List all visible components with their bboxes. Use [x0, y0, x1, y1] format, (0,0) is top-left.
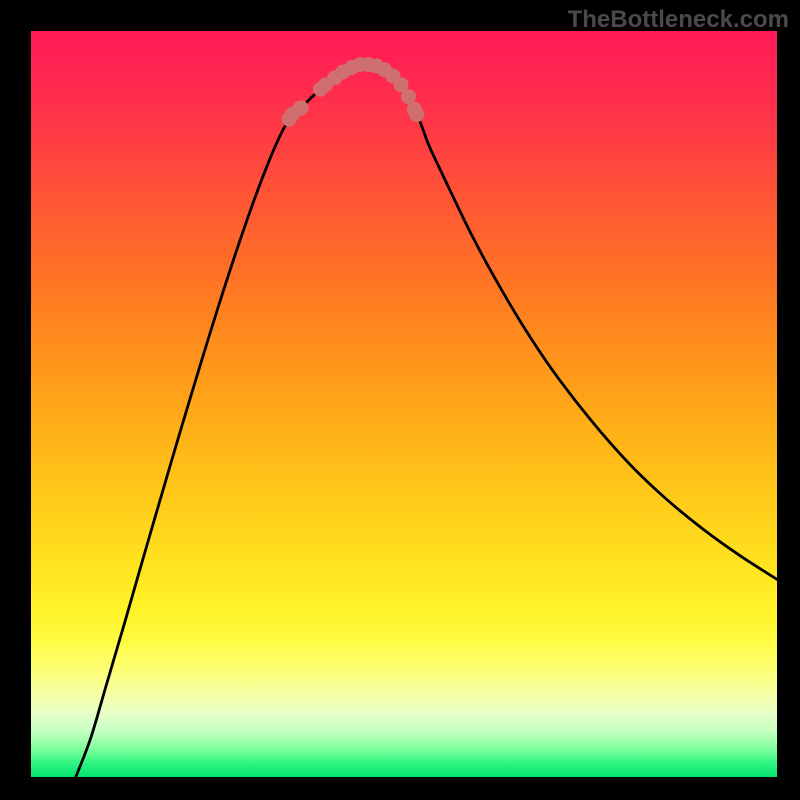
bottleneck-chart	[31, 31, 777, 777]
curve-marker	[409, 107, 424, 122]
curve-marker	[294, 100, 309, 115]
gradient-background	[31, 31, 777, 777]
watermark-text: TheBottleneck.com	[568, 6, 789, 34]
